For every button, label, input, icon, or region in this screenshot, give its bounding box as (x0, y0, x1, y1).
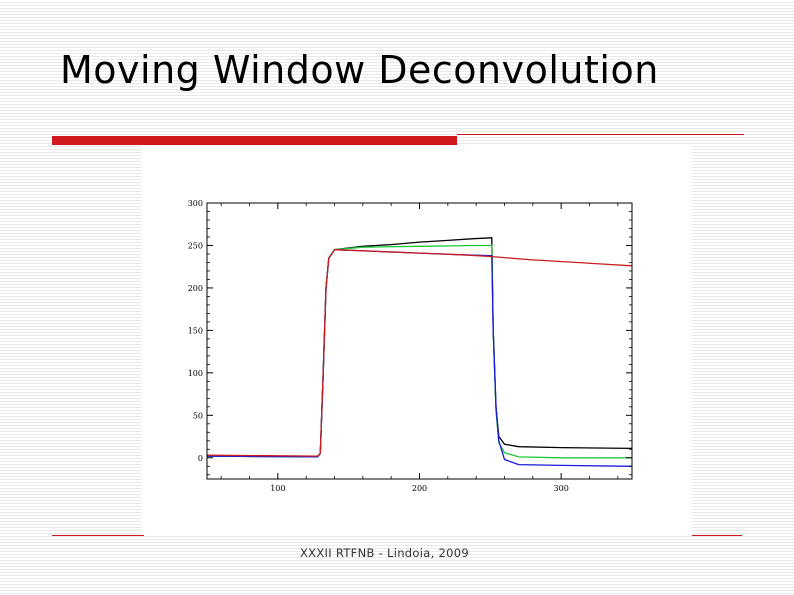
line-chart: 0 50 100 150 200 250 300 100 200 300 (188, 199, 633, 493)
y-tick-label: 300 (188, 199, 203, 208)
series-line-3 (206, 249, 633, 467)
y-tick-label: 100 (188, 369, 203, 378)
x-tick-label: 200 (412, 484, 427, 493)
slide-footer: XXXII RTFNB - Lindoia, 2009 (300, 546, 469, 560)
y-tick-label: 50 (193, 411, 203, 420)
y-tick-label: 0 (198, 454, 203, 463)
plot-frame (206, 202, 633, 480)
bottom-rule-right (692, 535, 742, 536)
bottom-rule-left (52, 535, 144, 536)
tick-layer (207, 202, 632, 479)
title-underline-rule (457, 134, 744, 135)
series-line-1 (206, 237, 633, 458)
y-tick-label: 200 (188, 284, 203, 293)
series-line-2 (206, 244, 632, 459)
y-tick-label: 150 (188, 326, 203, 335)
series-line-4 (206, 249, 633, 457)
title-underline-bar (52, 136, 457, 145)
x-tick-label: 300 (554, 484, 569, 493)
slide-title: Moving Window Deconvolution (60, 48, 659, 92)
series-layer (206, 237, 633, 467)
x-tick-label: 100 (270, 484, 285, 493)
label-layer: 0 50 100 150 200 250 300 100 200 300 (188, 199, 569, 493)
y-tick-label: 250 (188, 241, 203, 250)
chart-panel: 0 50 100 150 200 250 300 100 200 300 (142, 145, 692, 535)
